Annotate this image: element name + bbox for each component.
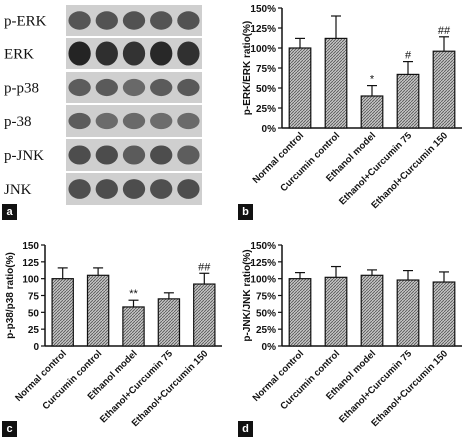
blot-band: [177, 78, 200, 97]
blot-band: [150, 179, 173, 199]
blot-band: [122, 112, 146, 130]
blot-label: p-38: [4, 114, 32, 130]
blot-label: p-ERK: [4, 14, 47, 30]
blot-band: [95, 179, 118, 199]
bar: [157, 298, 181, 347]
y-tick-label: 125%: [250, 258, 276, 269]
blot-band: [95, 78, 118, 97]
blot-band: [68, 179, 91, 199]
blot-band: [177, 112, 200, 130]
blot-band: [150, 11, 173, 30]
blot-band: [68, 11, 91, 30]
y-tick-label: 125%: [250, 24, 276, 35]
blot-band: [177, 11, 200, 30]
y-tick-label: 150%: [250, 241, 276, 252]
y-tick-label: 75%: [256, 292, 276, 303]
y-tick-label: 25: [28, 325, 40, 336]
blot-band: [177, 179, 200, 199]
chart-b: 0% 25% 50% 75% 100% 125% 150% p-ERK/ERK ratio(%…: [242, 4, 462, 211]
blot-band: [95, 112, 118, 130]
blot-strip-p-jnk: [66, 139, 202, 171]
category-label: Curcumin control: [40, 348, 104, 412]
blot-band: [95, 41, 118, 66]
bar: [122, 306, 145, 347]
significance-mark: ##: [198, 261, 211, 273]
bar: [86, 274, 110, 347]
panel-letter-c: c: [2, 421, 17, 437]
panel-letter-b: b: [238, 204, 253, 220]
y-tick-label: 100%: [250, 44, 276, 55]
y-tick-label: 150: [22, 241, 39, 252]
blot-label: p-JNK: [4, 148, 44, 164]
bar: [396, 73, 420, 129]
bar: [193, 283, 216, 347]
y-axis-label: p-JNK/JNK ratio(%): [242, 249, 253, 341]
blot-label: JNK: [4, 182, 32, 198]
blot-band: [177, 41, 200, 66]
y-tick-label: 0%: [262, 124, 277, 135]
blot-label: p-p38: [4, 81, 39, 97]
chart-d: 0% 25% 50% 75% 100% 125% 150%p-JNK/JNK ratio(%…: [242, 241, 462, 429]
y-tick-label: 100%: [250, 275, 276, 286]
blot-band: [150, 78, 173, 97]
western-blot-panel: p-ERK ERK p-p38 p-38 p-JNK JNK: [4, 5, 202, 205]
y-tick-label: 0: [33, 342, 39, 353]
panel-letter-d: d: [238, 421, 253, 437]
bar: [432, 281, 456, 347]
y-tick-label: 125: [22, 258, 39, 269]
significance-mark: **: [129, 288, 138, 300]
bar: [324, 276, 348, 347]
bar: [432, 50, 456, 129]
bar: [360, 95, 384, 129]
blot-band: [68, 41, 91, 66]
blot-label: ERK: [4, 47, 34, 63]
y-tick-label: 150%: [250, 4, 276, 15]
blot-band: [122, 11, 146, 30]
y-tick-label: 50: [28, 308, 40, 319]
y-tick-label: 75: [28, 292, 40, 303]
bar: [324, 37, 348, 129]
blot-band: [122, 78, 146, 97]
blot-band: [68, 145, 91, 165]
y-tick-label: 25%: [256, 104, 276, 115]
blot-band: [122, 145, 146, 165]
y-axis-label: p-p38/p38 ratio(%): [5, 252, 16, 339]
panel-letter-a: a: [2, 204, 17, 220]
y-axis-label: p-ERK/ERK ratio(%): [242, 21, 253, 115]
blot-band: [122, 179, 146, 199]
y-tick-label: 50%: [256, 308, 276, 319]
bar: [288, 47, 312, 129]
blot-band: [150, 145, 173, 165]
blot-band: [177, 145, 200, 165]
y-tick-label: 75%: [256, 64, 276, 75]
blot-strip-jnk: [66, 173, 202, 205]
blot-band: [95, 145, 118, 165]
blot-band: [122, 41, 146, 66]
bar: [360, 274, 384, 347]
blot-band: [150, 41, 173, 66]
blot-strip-erk: [66, 38, 202, 69]
blot-strip-p-38: [66, 105, 202, 137]
y-tick-label: 0%: [262, 342, 277, 353]
y-tick-label: 25%: [256, 325, 276, 336]
bar: [51, 278, 74, 347]
significance-mark: ##: [438, 25, 451, 37]
bar: [396, 279, 420, 347]
blot-strip-p-p38: [66, 72, 202, 103]
significance-mark: *: [370, 74, 375, 86]
y-tick-label: 100: [22, 275, 39, 286]
blot-band: [68, 78, 91, 97]
blot-band: [150, 112, 173, 130]
blot-band: [68, 112, 91, 130]
y-tick-label: 50%: [256, 84, 276, 95]
significance-mark: #: [405, 50, 412, 62]
bar: [288, 278, 312, 347]
blot-strip-p-erk: [66, 5, 202, 36]
blot-band: [95, 11, 118, 30]
